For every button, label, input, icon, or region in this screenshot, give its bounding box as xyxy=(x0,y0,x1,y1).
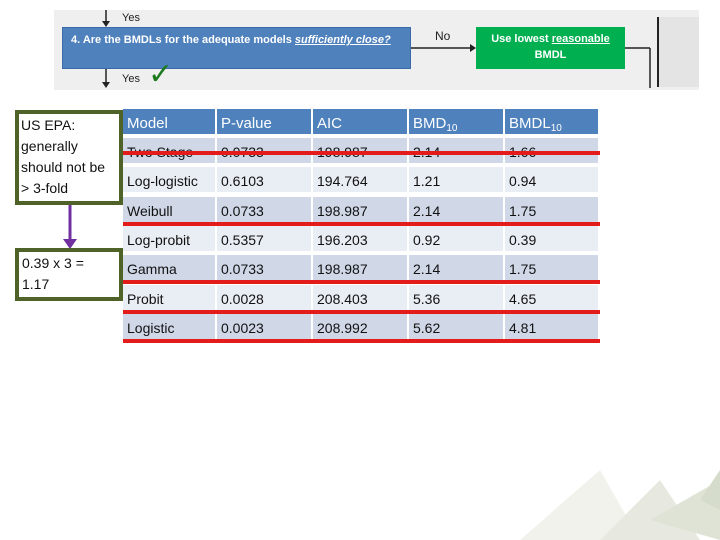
cell-bmdl: 0.94 xyxy=(505,167,600,195)
cell-model: Log-logistic xyxy=(123,167,217,195)
table-row: Gamma 0.0733 198.987 2.14 1.75 xyxy=(119,255,600,285)
strike-line xyxy=(123,151,600,155)
header-aic: AIC xyxy=(313,109,409,136)
cell-bmdl: 1.75 xyxy=(505,196,600,224)
no-label: No xyxy=(435,29,451,43)
cell-model: Log-probit xyxy=(123,225,217,253)
cell-bmd: 5.36 xyxy=(409,284,505,312)
calc-note-line: 0.39 x 3 = xyxy=(22,255,84,271)
cell-p-value: 0.0733 xyxy=(217,255,313,283)
strike-line xyxy=(123,280,600,285)
cell-p-value: 0.6103 xyxy=(217,167,313,195)
epa-note-line: US EPA: xyxy=(21,117,76,133)
outcome-box: Use lowest reasonable BMDL xyxy=(476,27,625,69)
cell-aic: 208.992 xyxy=(313,313,409,341)
table-row: Weibull 0.0733 198.987 2.14 1.75 xyxy=(119,196,600,226)
epa-note-line: should not be xyxy=(21,159,106,175)
cell-model: Probit xyxy=(123,284,217,312)
cell-aic: 198.987 xyxy=(313,196,409,224)
table-row: Log-logistic 0.6103 194.764 1.21 0.94 xyxy=(119,167,600,196)
flowchart-side-panel xyxy=(659,17,699,87)
cell-bmdl: 1.75 xyxy=(505,255,600,283)
table-header-row: Model P-value AIC BMD10 BMDL10 xyxy=(119,109,600,138)
cell-model: Weibull xyxy=(123,196,217,224)
outcome-suffix: BMDL xyxy=(534,49,567,61)
epa-note-line: > 3-fold xyxy=(21,180,69,196)
cell-model: Logistic xyxy=(123,313,217,341)
cell-p-value: 0.5357 xyxy=(217,225,313,253)
outcome-prefix: Use lowest xyxy=(491,33,552,45)
cell-bmdl: 0.39 xyxy=(505,225,600,253)
cell-p-value: 0.0023 xyxy=(217,313,313,341)
cell-bmdl: 4.65 xyxy=(505,284,600,312)
epa-note-line: generally xyxy=(21,138,78,154)
cell-bmd: 5.62 xyxy=(409,313,505,341)
flowchart-divider xyxy=(657,17,659,87)
cell-bmd: 2.14 xyxy=(409,255,505,283)
cell-aic: 196.203 xyxy=(313,225,409,253)
epa-note: US EPA: generally should not be > 3-fold xyxy=(15,110,123,205)
cell-aic: 208.403 xyxy=(313,284,409,312)
strike-line xyxy=(123,309,600,314)
question-emphasis: sufficiently close? xyxy=(294,34,391,46)
header-bmdl: BMDL10 xyxy=(505,109,600,136)
question-prefix: 4. Are the BMDLs for the adequate models xyxy=(71,34,295,46)
down-arrow-icon xyxy=(63,205,77,249)
checkmark-icon: ✓ xyxy=(148,58,174,91)
table-row: Logistic 0.0023 208.992 5.62 4.81 xyxy=(119,313,600,343)
cell-model: Gamma xyxy=(123,255,217,283)
calc-note-line: 1.17 xyxy=(22,276,50,292)
header-p-value: P-value xyxy=(217,109,313,136)
cell-bmd: 2.14 xyxy=(409,196,505,224)
outcome-link: reasonable xyxy=(551,33,610,45)
cell-bmdl: 4.81 xyxy=(505,313,600,341)
header-bmd: BMD10 xyxy=(409,109,505,136)
strike-line xyxy=(123,338,600,343)
cell-bmd: 0.92 xyxy=(409,225,505,253)
table-row: Log-probit 0.5357 196.203 0.92 0.39 xyxy=(119,225,600,255)
cell-bmd: 1.21 xyxy=(409,167,505,195)
cell-aic: 198.987 xyxy=(313,255,409,283)
header-model: Model xyxy=(123,109,217,136)
cell-p-value: 0.0733 xyxy=(217,196,313,224)
table-row: Probit 0.0028 208.403 5.36 4.65 xyxy=(119,284,600,314)
yes-top-label: Yes xyxy=(122,12,140,24)
flowchart-arrows xyxy=(102,10,651,88)
yes-bottom-label: Yes xyxy=(122,73,140,85)
strike-line xyxy=(123,221,600,226)
calc-note: 0.39 x 3 = 1.17 xyxy=(15,248,123,301)
cell-p-value: 0.0028 xyxy=(217,284,313,312)
question-box: 4. Are the BMDLs for the adequate models… xyxy=(62,27,411,69)
cell-aic: 194.764 xyxy=(313,167,409,195)
